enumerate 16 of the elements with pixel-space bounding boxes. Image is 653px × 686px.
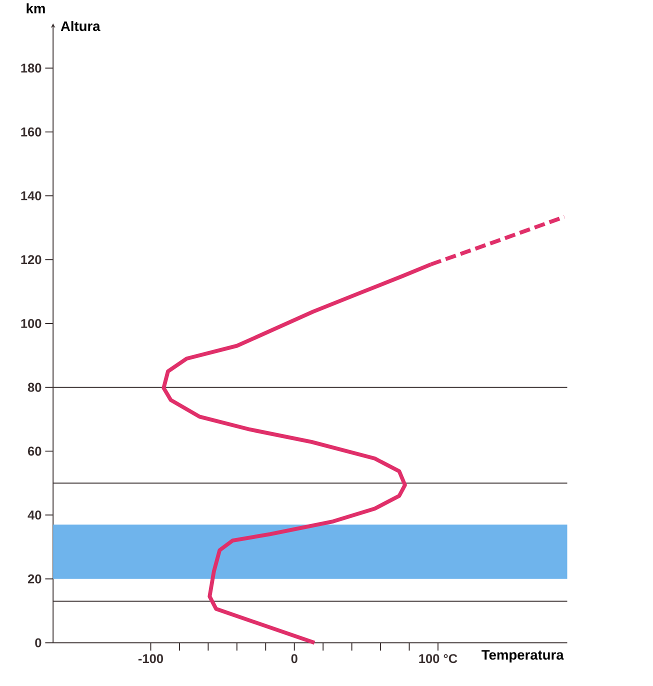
y-tick-label: 160 (21, 127, 42, 136)
y-tick-label: 20 (28, 574, 42, 584)
y-tick-label: 100 (21, 318, 42, 328)
y-tick-label: 180 (21, 64, 42, 73)
y-axis-title: Altura (60, 20, 100, 32)
y-tick-label: 0 (35, 638, 42, 648)
x-tick-label: 100 °C (419, 654, 458, 664)
x-tick-label: 0 (291, 654, 298, 664)
y-tick-label: 140 (21, 191, 42, 200)
text: km (26, 3, 45, 14)
y-tick-label: 60 (28, 446, 42, 456)
x-tick-label: -100 (138, 654, 164, 664)
y-tick-label: 80 (28, 382, 42, 392)
y-tick-label: 120 (21, 255, 42, 264)
x-axis-title: Temperatura (482, 650, 564, 662)
y-tick-label: 40 (28, 510, 42, 520)
